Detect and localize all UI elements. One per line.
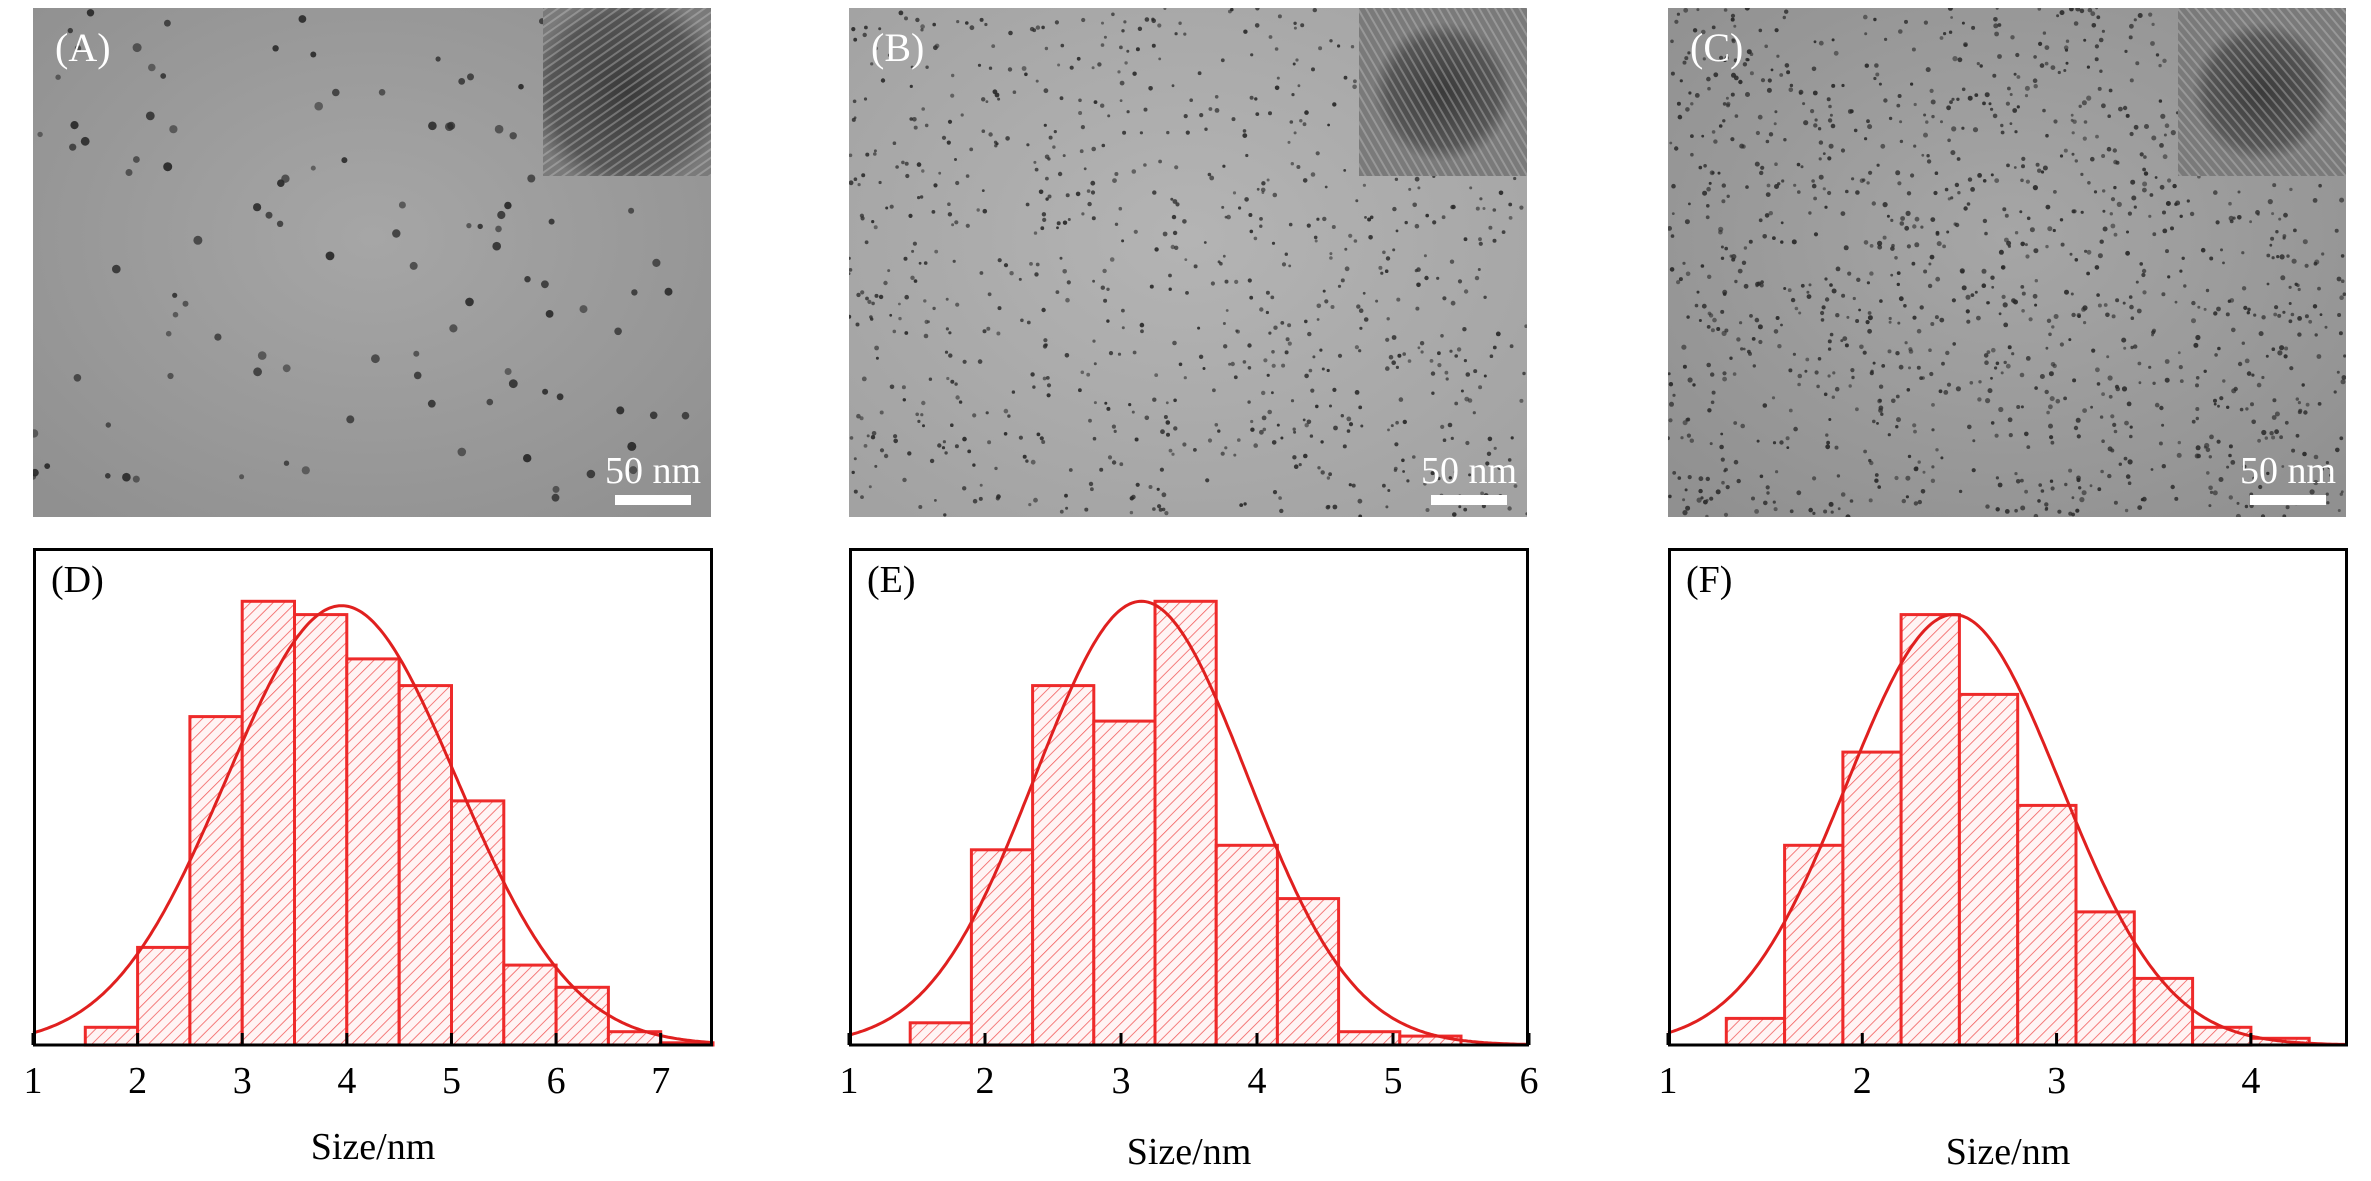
histogram-bars [908,599,1463,1047]
x-tick-label: 1 [1659,1060,1678,1102]
panel-label: (C) [1690,25,1744,70]
histogram-d: 1 2 3 4 5 6 7 (D) [24,548,715,1102]
gaussian-fit-curve [32,604,714,1045]
histogram-bar [1841,750,1903,1047]
histogram-plot: 1 2 3 4 [1659,548,2348,1102]
panel-label: (B) [871,25,925,70]
hrtem-inset [1359,8,1527,176]
scale-bar [1431,495,1507,505]
x-tick-label: 2 [128,1060,147,1102]
x-tick-label: 3 [1112,1060,1131,1102]
histogram-bar [188,715,244,1047]
gaussian-fit-curve [848,599,1529,1046]
lattice-fringe-image [543,8,711,176]
panel-label: (F) [1686,559,1733,601]
x-tick-label: 1 [24,1060,43,1102]
x-axis-ticks: 1 2 3 4 5 6 7 [24,1033,670,1102]
x-tick-label: 6 [1520,1060,1539,1102]
x-axis-title: Size/nm [1126,1131,1252,1173]
histogram-e: 1 2 3 4 5 6 (E) [840,548,1539,1102]
scale-bar-label: 50 nm [1420,450,1517,492]
histogram-bar [450,799,506,1047]
x-tick-label: 3 [2047,1060,2066,1102]
x-tick-label: 3 [233,1060,252,1102]
panel-label: (E) [867,559,916,601]
nanoparticle-dots [849,8,1527,517]
x-tick-label: 5 [442,1060,461,1102]
panel-label: (A) [55,25,111,70]
x-axis-ticks: 1 2 3 4 [1659,1033,2260,1102]
histogram-bar [1153,599,1218,1047]
histogram-bar [1214,843,1279,1047]
histogram-bar [1337,1030,1402,1047]
histogram-bar [293,613,349,1047]
tem-image-c: (C) 50 nm [1668,8,2346,517]
histogram-bar [969,848,1035,1047]
histogram-plot: 1 2 3 4 5 6 [840,548,1539,1102]
x-tick-label: 1 [840,1060,859,1102]
nanoparticle-dots [1668,8,2346,517]
histogram-bar [908,1021,973,1047]
histogram-bar [1724,1016,1787,1047]
scale-bar [615,495,691,505]
histogram-bar [1783,843,1845,1047]
scale-bar [2250,495,2326,505]
histogram-bar [397,684,454,1047]
x-tick-label: 7 [651,1060,670,1102]
panel-label: (D) [51,559,104,601]
x-tick-label: 2 [976,1060,995,1102]
histogram-bar [240,599,296,1047]
gaussian-fit-curve [1667,613,2348,1046]
plot-frame [33,548,713,1047]
plot-frame [849,548,1529,1047]
x-tick-label: 4 [1248,1060,1267,1102]
histogram-bar [1899,613,1961,1047]
x-tick-label: 6 [547,1060,566,1102]
histogram-bar [1092,719,1157,1047]
scale-bar-label: 50 nm [2239,450,2336,492]
x-axis-title: Size/nm [310,1126,436,1168]
lattice-fringe-image [1359,8,1527,176]
hrtem-inset [543,8,711,176]
x-tick-label: 4 [337,1060,356,1102]
plot-frame [1668,548,2348,1047]
histogram-bar [2016,803,2078,1047]
histogram-bar [83,1025,140,1047]
histogram-bar [2074,910,2136,1047]
nanoparticle-dots [33,9,690,502]
histogram-bar [1275,897,1341,1047]
histogram-bar [2191,1025,2253,1047]
histogram-bar [345,657,401,1047]
histogram-plot: 1 2 3 4 5 6 7 [24,548,715,1102]
x-tick-label: 5 [1384,1060,1403,1102]
tem-image-a: (A) 50 nm [33,8,711,517]
hrtem-inset [2178,8,2346,176]
histogram-bar [1031,684,1096,1047]
histogram-bars [1724,613,2311,1047]
histogram-f: 1 2 3 4 (F) [1659,548,2348,1102]
x-tick-label: 4 [2241,1060,2260,1102]
scale-bar-label: 50 nm [604,450,701,492]
histogram-bars [83,599,715,1047]
histogram-bar [1957,692,2020,1047]
x-axis-title: Size/nm [1945,1131,2071,1173]
lattice-fringe-image [2178,8,2346,176]
x-axis-ticks: 1 2 3 4 5 6 [840,1033,1539,1102]
histogram-bar [502,963,558,1047]
tem-image-b: (B) 50 nm [849,8,1527,517]
histogram-bar [136,945,192,1047]
x-tick-label: 2 [1853,1060,1872,1102]
histogram-bar [2132,976,2195,1047]
